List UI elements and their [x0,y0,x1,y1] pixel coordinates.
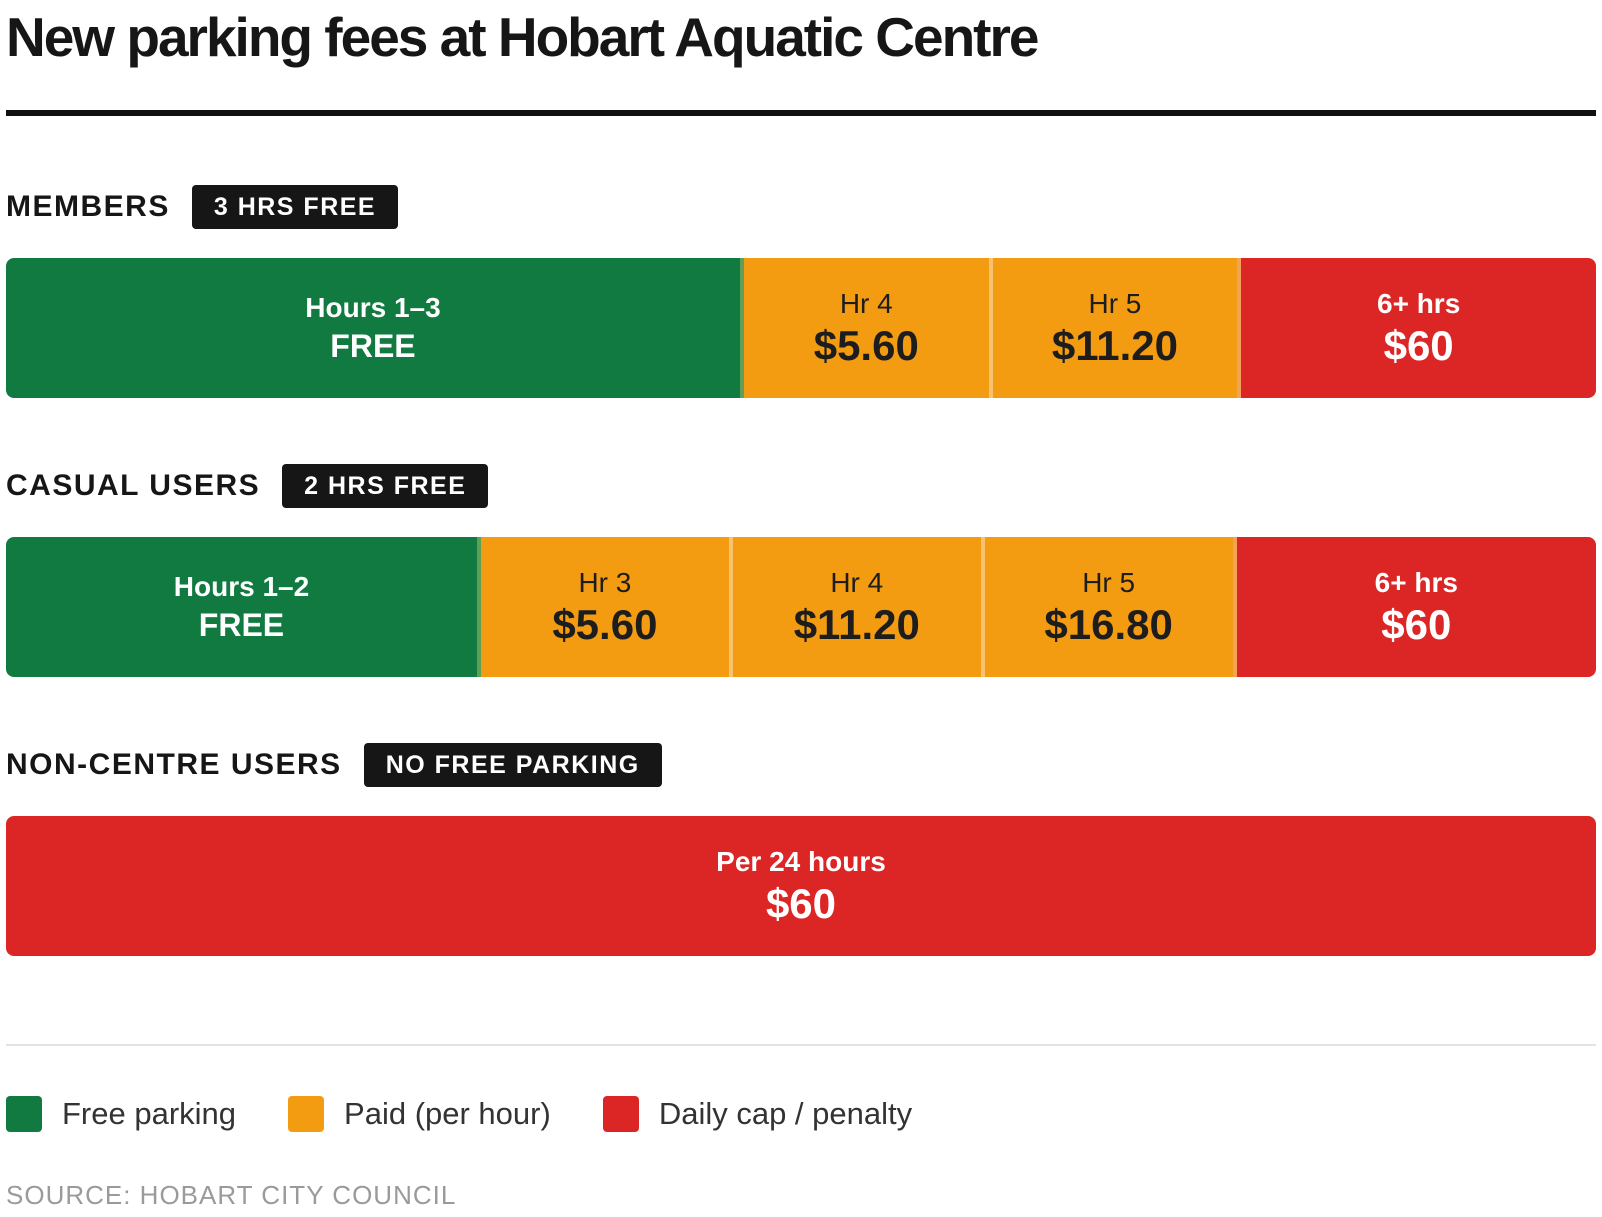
legend-item-free: Free parking [6,1096,236,1132]
legend-divider [6,1044,1596,1046]
fee-bar-non-centre-users: Per 24 hours $60 [6,816,1596,956]
group-label: CASUAL USERS [6,469,261,502]
segment-value: FREE [330,328,416,364]
segment-label: 6+ hrs [1377,288,1461,319]
chart-title: New parking fees at Hobart Aquatic Centr… [6,6,1039,68]
segment-value: $5.60 [813,322,919,369]
segment-label: Hr 3 [578,567,632,598]
legend-item-cap: Daily cap / penalty [602,1096,913,1132]
segment-label: Hr 4 [830,567,884,598]
segment-value: $60 [1381,601,1452,648]
segment-value: FREE [198,607,285,643]
segment-value: $11.20 [1051,322,1179,369]
segment-label: Hr 5 [1088,288,1142,319]
segment-label: Per 24 hours [716,846,886,877]
group-header-casual-users: CASUAL USERS 2 HRS FREE [6,464,489,508]
group-header-members: MEMBERS 3 HRS FREE [6,185,399,229]
fee-segment-hr-5: Hr 5 $11.20 [992,258,1242,398]
legend-label: Free parking [62,1096,237,1131]
segment-value: $11.20 [793,601,920,648]
legend-label: Daily cap / penalty [658,1096,913,1131]
fee-segment-per-24-hours: Per 24 hours $60 [6,816,1596,956]
segment-label: Hours 1–3 [305,292,441,323]
legend-swatch-cap [602,1096,639,1132]
segment-label: Hours 1–2 [173,571,310,602]
segment-label: Hr 4 [839,288,893,319]
fee-segment-hr-3: Hr 3 $5.60 [480,537,733,677]
group-label: MEMBERS [6,190,170,223]
segment-value: $60 [1383,322,1454,369]
fee-segment-hr-5: Hr 5 $16.80 [984,537,1237,677]
legend: Free parking Paid (per hour) Daily cap /… [6,1096,964,1132]
segment-value: $16.80 [1044,601,1173,648]
fee-bar-members: Hours 1–3 FREE Hr 4 $5.60 Hr 5 $11.20 6+ hrs $6… [6,258,1596,398]
fee-segment-hours-1-2: Hours 1–2 FREE [6,537,481,677]
group-badge: 3 HRS FREE [191,185,399,229]
fee-bar-casual-users: Hours 1–2 FREE Hr 3 $5.60 Hr 4 $11.20 Hr 5 $16.… [6,537,1596,677]
fee-segment-6-hrs: 6+ hrs $60 [1236,537,1596,677]
group-badge: NO FREE PARKING [363,743,662,787]
group-badge: 2 HRS FREE [282,464,489,508]
segment-value: $60 [765,880,837,927]
segment-value: $5.60 [552,601,658,648]
source-note: SOURCE: HOBART CITY COUNCIL [6,1180,457,1210]
title-divider [6,110,1596,116]
fee-segment-hours-1-3: Hours 1–3 FREE [6,258,744,398]
group-label: NON-CENTRE USERS [6,748,342,781]
fee-segment-hr-4: Hr 4 $5.60 [743,258,993,398]
segment-label: Hr 5 [1082,567,1136,598]
fee-segment-6-hrs: 6+ hrs $60 [1241,258,1596,398]
legend-swatch-free [6,1096,42,1132]
group-header-non-centre-users: NON-CENTRE USERS NO FREE PARKING [6,743,662,787]
fee-segment-hr-4: Hr 4 $11.20 [732,537,985,677]
legend-item-paid: Paid (per hour) [288,1096,551,1132]
legend-swatch-paid [288,1096,325,1132]
legend-label: Paid (per hour) [344,1096,551,1131]
segment-label: 6+ hrs [1374,567,1458,598]
